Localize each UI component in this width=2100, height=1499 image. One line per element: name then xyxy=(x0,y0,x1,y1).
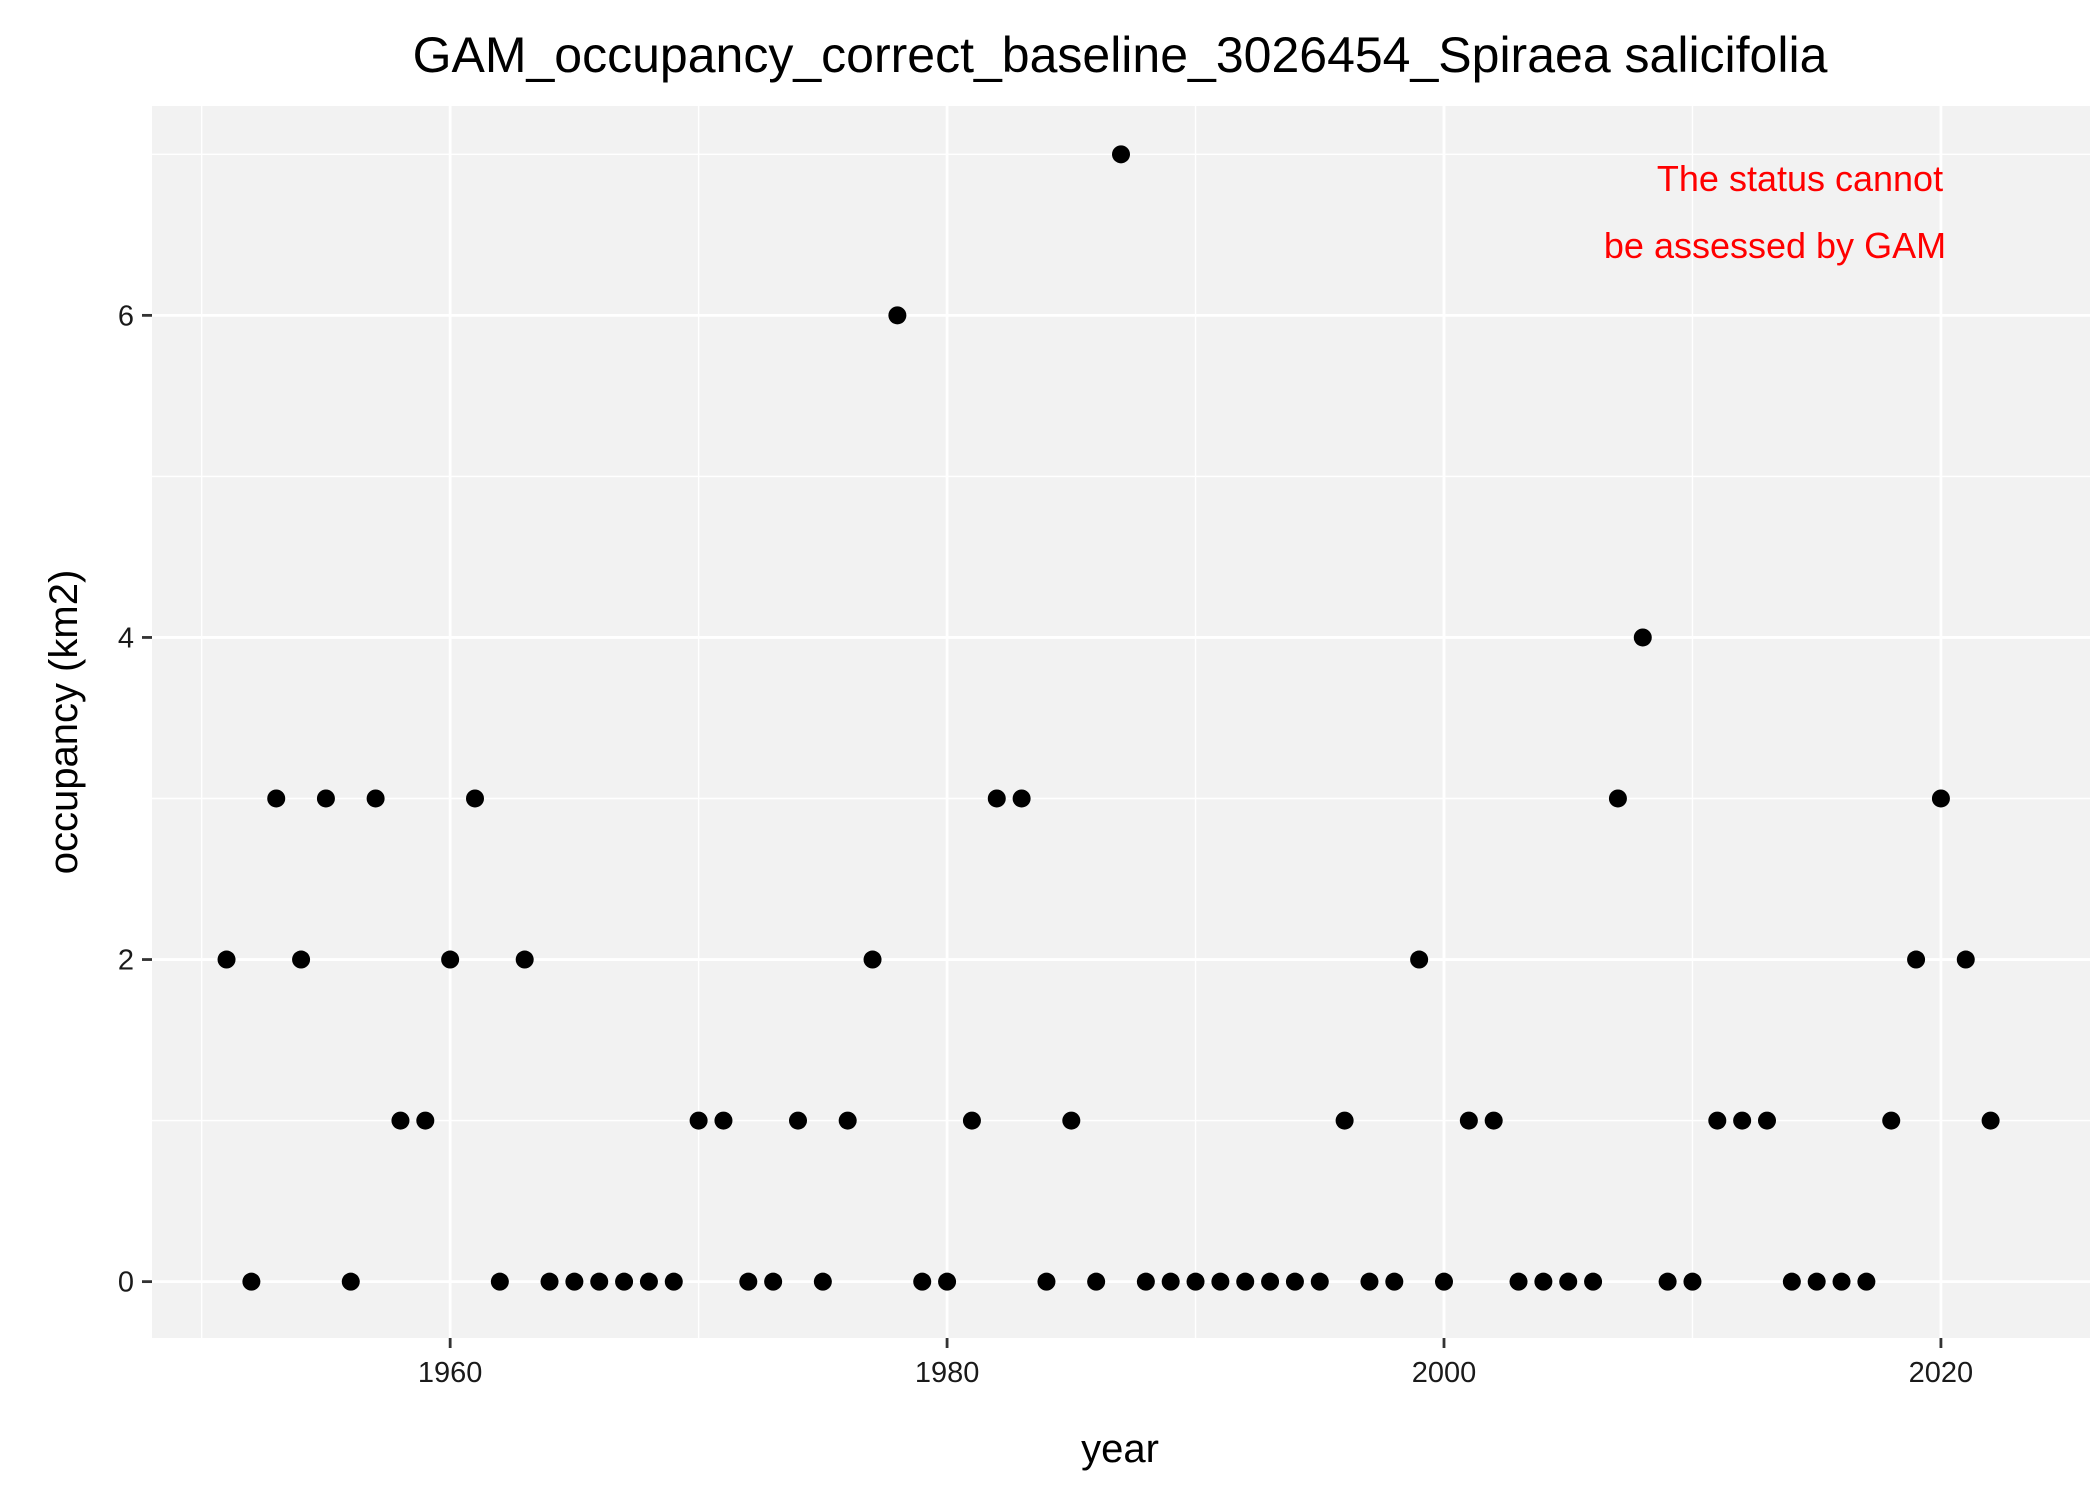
data-point xyxy=(1708,1111,1727,1130)
data-point xyxy=(838,1111,857,1130)
data-point xyxy=(1012,789,1031,808)
data-point xyxy=(1062,1111,1081,1130)
data-point xyxy=(1931,789,1950,808)
data-point xyxy=(813,1272,832,1291)
data-point xyxy=(714,1111,733,1130)
data-point xyxy=(1733,1111,1752,1130)
data-point xyxy=(1186,1272,1205,1291)
data-point xyxy=(1285,1272,1304,1291)
data-point xyxy=(1857,1272,1876,1291)
data-point xyxy=(490,1272,509,1291)
data-point xyxy=(1981,1111,2000,1130)
data-point xyxy=(913,1272,932,1291)
data-point xyxy=(962,1111,981,1130)
data-point xyxy=(1608,789,1627,808)
x-axis-label: year xyxy=(1081,1427,1159,1471)
data-point xyxy=(1236,1272,1255,1291)
data-point xyxy=(1310,1272,1329,1291)
data-point xyxy=(1087,1272,1106,1291)
x-tick-label: 2000 xyxy=(1412,1357,1477,1389)
data-point xyxy=(267,789,286,808)
data-point xyxy=(1758,1111,1776,1130)
y-tick-label: 0 xyxy=(118,1267,134,1299)
plot-panel xyxy=(152,106,2090,1338)
data-point xyxy=(341,1272,360,1291)
data-point xyxy=(689,1111,708,1130)
data-point xyxy=(739,1272,758,1291)
data-point xyxy=(1782,1272,1801,1291)
y-tick-label: 2 xyxy=(118,945,134,977)
data-point xyxy=(292,950,311,969)
data-point xyxy=(1832,1272,1851,1291)
data-point xyxy=(987,789,1006,808)
x-tick-label: 2020 xyxy=(1909,1357,1974,1389)
data-point xyxy=(242,1272,261,1291)
data-point xyxy=(466,789,484,808)
data-point xyxy=(590,1272,609,1291)
data-point xyxy=(316,789,335,808)
x-axis: 1960 1980 2000 2020 xyxy=(418,1338,1973,1389)
data-point xyxy=(664,1272,683,1291)
data-point xyxy=(441,950,460,969)
data-point xyxy=(565,1272,584,1291)
data-point xyxy=(764,1272,783,1291)
data-point xyxy=(639,1272,658,1291)
data-point xyxy=(1335,1111,1354,1130)
y-tick-label: 6 xyxy=(118,300,134,332)
data-point xyxy=(1037,1272,1056,1291)
grid-major xyxy=(152,106,2090,1338)
y-tick-label: 4 xyxy=(118,622,134,654)
x-tick-label: 1960 xyxy=(418,1357,483,1389)
data-point xyxy=(1360,1272,1379,1291)
data-point xyxy=(1534,1272,1553,1291)
data-point xyxy=(615,1272,634,1291)
status-annotation: The status cannot be assessed by GAM xyxy=(1604,158,1946,266)
data-point xyxy=(1484,1111,1503,1130)
data-point xyxy=(1410,950,1429,969)
data-point xyxy=(1584,1272,1603,1291)
data-point xyxy=(366,789,385,808)
data-point xyxy=(1112,145,1130,164)
data-point xyxy=(1211,1272,1230,1291)
data-point xyxy=(1509,1272,1528,1291)
y-axis-label: occupancy (km2) xyxy=(42,570,86,875)
data-point xyxy=(938,1272,957,1291)
data-point xyxy=(1882,1111,1901,1130)
data-point xyxy=(1633,628,1652,647)
data-point xyxy=(1261,1272,1280,1291)
data-point xyxy=(1956,950,1975,969)
chart-title: GAM_occupancy_correct_baseline_3026454_S… xyxy=(413,27,1828,83)
annotation-line-1: The status cannot xyxy=(1657,158,1943,199)
data-point xyxy=(1658,1272,1677,1291)
data-point xyxy=(1385,1272,1404,1291)
data-point xyxy=(217,950,236,969)
data-point xyxy=(1559,1272,1578,1291)
data-point xyxy=(540,1272,559,1291)
annotation-line-2: be assessed by GAM xyxy=(1604,225,1946,266)
data-point xyxy=(1907,950,1926,969)
data-point xyxy=(391,1111,410,1130)
x-tick-label: 1980 xyxy=(915,1357,980,1389)
y-axis: 0 2 4 6 xyxy=(118,300,152,1299)
data-point xyxy=(1136,1272,1155,1291)
data-point xyxy=(1683,1272,1702,1291)
data-point xyxy=(789,1111,807,1130)
data-point xyxy=(863,950,882,969)
data-point xyxy=(1807,1272,1826,1291)
data-point xyxy=(888,306,907,325)
data-point xyxy=(416,1111,435,1130)
data-point xyxy=(1161,1272,1180,1291)
data-point xyxy=(1435,1272,1453,1291)
data-point xyxy=(515,950,534,969)
data-points xyxy=(217,145,2000,1291)
data-point xyxy=(1459,1111,1478,1130)
